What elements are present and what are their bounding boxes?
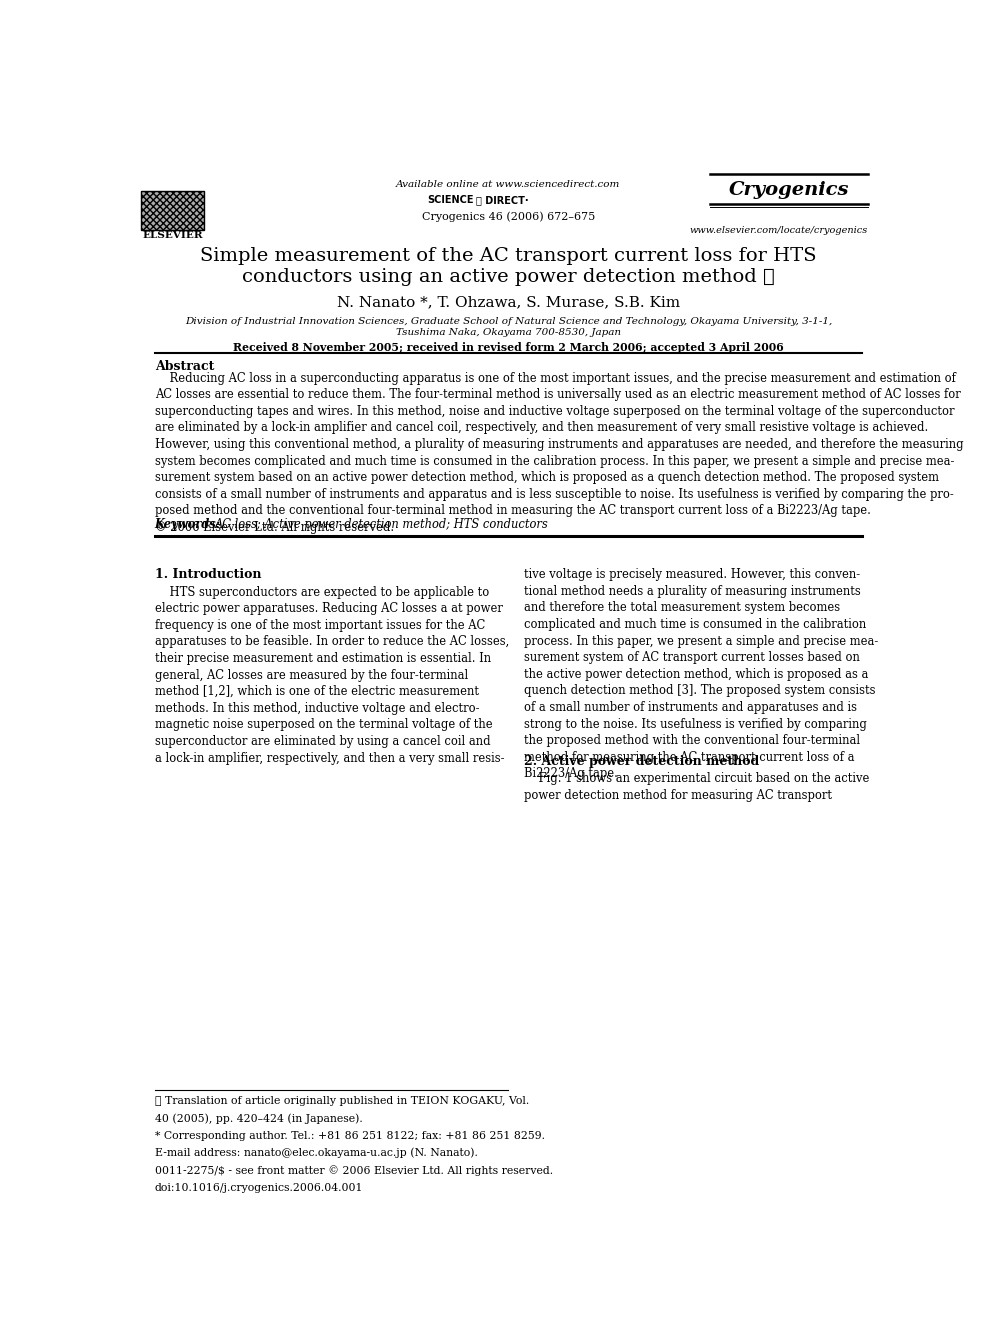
Text: 1. Introduction: 1. Introduction: [155, 569, 261, 581]
Text: Cryogenics: Cryogenics: [729, 181, 849, 200]
Text: conductors using an active power detection method ☆: conductors using an active power detecti…: [242, 267, 775, 286]
Text: E-mail address: nanato@elec.okayama-u.ac.jp (N. Nanato).: E-mail address: nanato@elec.okayama-u.ac…: [155, 1148, 477, 1159]
Text: ☆ Translation of article originally published in TEION KOGAKU, Vol.: ☆ Translation of article originally publ…: [155, 1095, 529, 1106]
Text: * Corresponding author. Tel.: +81 86 251 8122; fax: +81 86 251 8259.: * Corresponding author. Tel.: +81 86 251…: [155, 1131, 545, 1140]
Text: tive voltage is precisely measured. However, this conven-
tional method needs a : tive voltage is precisely measured. Howe…: [524, 569, 878, 781]
Text: Keywords:: Keywords:: [155, 519, 229, 532]
Text: 0011-2275/$ - see front matter © 2006 Elsevier Ltd. All rights reserved.: 0011-2275/$ - see front matter © 2006 El…: [155, 1166, 553, 1176]
Text: HTS superconductors are expected to be applicable to
electric power apparatuses.: HTS superconductors are expected to be a…: [155, 586, 509, 765]
Text: Available online at www.sciencedirect.com: Available online at www.sciencedirect.co…: [396, 180, 621, 189]
Text: N. Nanato *, T. Ohzawa, S. Murase, S.B. Kim: N. Nanato *, T. Ohzawa, S. Murase, S.B. …: [337, 295, 680, 310]
Text: Abstract: Abstract: [155, 360, 214, 373]
Text: Simple measurement of the AC transport current loss for HTS: Simple measurement of the AC transport c…: [200, 247, 816, 266]
Text: ⓐ DIRECT·: ⓐ DIRECT·: [476, 196, 529, 205]
Text: www.elsevier.com/locate/cryogenics: www.elsevier.com/locate/cryogenics: [690, 226, 868, 235]
Text: 2. Active power detection method: 2. Active power detection method: [524, 754, 759, 767]
Text: Reducing AC loss in a superconducting apparatus is one of the most important iss: Reducing AC loss in a superconducting ap…: [155, 372, 963, 534]
Text: Cryogenics 46 (2006) 672–675: Cryogenics 46 (2006) 672–675: [422, 212, 595, 222]
Text: ELSEVIER: ELSEVIER: [142, 232, 202, 239]
Text: Received 8 November 2005; received in revised form 2 March 2006; accepted 3 Apri: Received 8 November 2005; received in re…: [233, 343, 784, 353]
Text: AC loss; Active power detection method; HTS conductors: AC loss; Active power detection method; …: [214, 519, 549, 532]
Bar: [141, 192, 204, 230]
Text: doi:10.1016/j.cryogenics.2006.04.001: doi:10.1016/j.cryogenics.2006.04.001: [155, 1183, 363, 1192]
Text: Tsushima Naka, Okayama 700-8530, Japan: Tsushima Naka, Okayama 700-8530, Japan: [396, 328, 621, 337]
Text: SCIENCE: SCIENCE: [428, 196, 474, 205]
Text: 40 (2005), pp. 420–424 (in Japanese).: 40 (2005), pp. 420–424 (in Japanese).: [155, 1113, 362, 1123]
Bar: [141, 192, 204, 230]
Text: Division of Industrial Innovation Sciences, Graduate School of Natural Science a: Division of Industrial Innovation Scienc…: [185, 316, 832, 325]
Text: Fig. 1 shows an experimental circuit based on the active
power detection method : Fig. 1 shows an experimental circuit bas…: [524, 773, 869, 802]
